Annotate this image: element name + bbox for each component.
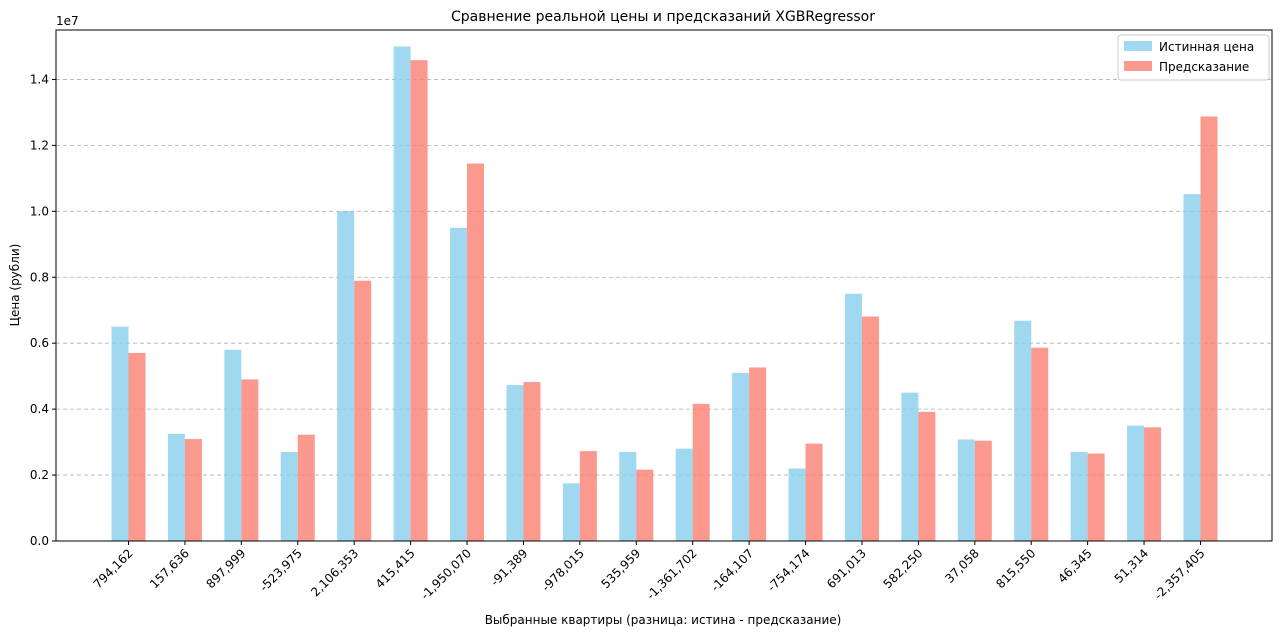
bar-prediction [184,439,202,541]
bar-prediction [579,451,597,541]
x-tick-label: -978,015 [539,546,587,594]
bar-prediction [1200,116,1218,542]
x-tick-label: -1,950,070 [418,546,474,602]
chart-title: Сравнение реальной цены и предсказаний X… [451,9,875,25]
legend-swatch-true-price [1124,41,1152,51]
x-tick-label: 37,058 [942,546,982,586]
y-tick-label: 0.2 [30,468,49,482]
x-tick-label: -754,174 [765,546,813,594]
y-tick-label: 0.0 [30,534,49,548]
plot-frame [55,29,1273,542]
bar-prediction [805,443,823,541]
x-tick-label: 582,250 [881,546,926,591]
bars [111,46,1218,542]
y-tick-label: 0.6 [30,336,49,350]
x-tick-label: 691,013 [824,546,869,591]
bar-prediction [974,440,992,541]
bar-true-price [1014,320,1032,541]
x-tick-label: 535,959 [598,546,643,591]
bar-true-price [393,46,411,541]
bar-prediction [1087,453,1105,541]
bar-prediction [636,469,654,541]
bar-true-price [224,349,242,541]
bar-prediction [128,352,146,541]
legend-label-true-price: Истинная цена [1159,40,1254,54]
legend: Истинная цена Предсказание [1117,34,1270,81]
bar-true-price [732,372,750,541]
x-tick-label: -523,975 [257,546,305,594]
bar-prediction [241,379,259,541]
bar-true-price [506,385,524,541]
x-tick-label: 2,106,353 [308,546,361,599]
bar-prediction [354,280,372,541]
legend-label-prediction: Предсказание [1159,60,1249,74]
y-tick-label: 1.0 [30,204,49,218]
legend-swatch-prediction [1124,61,1152,71]
bar-true-price [1070,451,1088,541]
bar-true-price [957,439,975,541]
x-tick-label: 794,162 [91,546,136,591]
x-tick-label: 415,415 [373,546,418,591]
bar-true-price [562,483,580,541]
bar-prediction [749,367,767,541]
y-tick-label: 0.8 [30,270,49,284]
x-tick-label: 46,345 [1055,546,1095,586]
bar-true-price [450,227,468,541]
bar-true-price [167,433,185,541]
x-tick-label: 157,636 [147,546,192,591]
axes [55,29,1273,542]
bar-true-price [1127,425,1145,541]
x-tick-label: 897,999 [203,546,248,591]
bar-true-price [901,392,919,541]
bar-prediction [861,316,879,541]
x-tick-label: -2,357,405 [1151,546,1207,602]
x-tick-label: 51,314 [1112,546,1152,586]
y-tick-label: 0.4 [30,402,49,416]
y-tick-label: 1.2 [30,138,49,152]
bar-prediction [410,60,428,541]
bar-true-price [788,468,806,541]
x-axis-label: Выбранные квартиры (разница: истина - пр… [485,613,842,627]
legend-box [1117,34,1270,81]
bar-true-price [619,451,637,541]
bar-prediction [692,403,710,541]
x-tick-label: -164,107 [708,546,756,594]
bar-true-price [844,293,862,541]
bar-true-price [337,211,355,542]
bar-prediction [523,382,541,541]
bar-prediction [918,411,936,541]
x-tick-label: 815,550 [993,546,1038,591]
bar-prediction [297,434,315,541]
x-tick-label: -91,389 [488,546,531,589]
y-scale-label: 1e7 [56,14,79,28]
y-axis-label: Цена (рубли) [8,244,22,327]
x-ticks: 794,162 157,636 897,999 -523,975 2,106,353 41… [91,541,1208,602]
y-ticks: 0.0 0.2 0.4 0.6 0.8 1.0 1.2 1.4 [30,72,56,548]
bar-true-price [675,448,693,541]
bar-prediction [1031,347,1049,541]
bar-prediction [1144,427,1162,541]
bar-prediction [467,163,485,542]
x-tick-label: -1,361,702 [644,546,700,602]
y-tick-label: 1.4 [30,72,49,86]
bar-true-price [280,451,298,541]
bar-true-price [1183,194,1201,541]
bar-true-price [111,326,129,541]
